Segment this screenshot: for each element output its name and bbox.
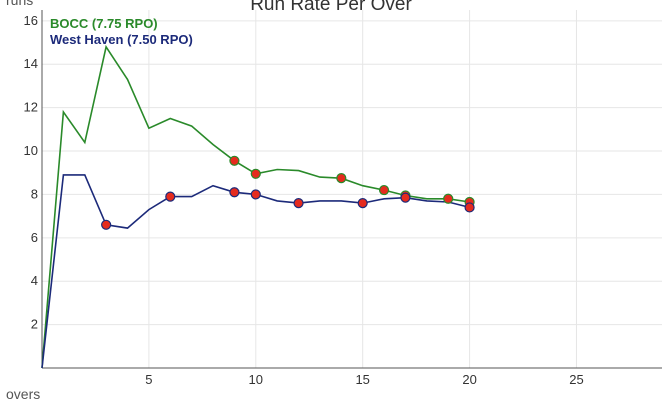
x-tick-label: 20: [462, 372, 476, 387]
series-marker-1: [357, 198, 368, 209]
series-marker-1: [400, 192, 411, 203]
y-tick-label: 8: [31, 186, 38, 201]
series-marker-1: [101, 219, 112, 230]
series-marker-1: [464, 202, 475, 213]
series-marker-1: [250, 189, 261, 200]
legend: BOCC (7.75 RPO) West Haven (7.50 RPO): [50, 16, 193, 48]
series-marker-1: [165, 191, 176, 202]
y-tick-label: 4: [31, 273, 38, 288]
y-tick-label: 6: [31, 230, 38, 245]
legend-entry-west-haven: West Haven (7.50 RPO): [50, 32, 193, 47]
x-tick-label: 25: [569, 372, 583, 387]
y-tick-label: 2: [31, 317, 38, 332]
series-marker-1: [229, 187, 240, 198]
y-tick-label: 14: [24, 56, 38, 71]
series-marker-0: [250, 168, 261, 179]
series-marker-0: [443, 193, 454, 204]
x-tick-label: 15: [355, 372, 369, 387]
series-marker-0: [229, 155, 240, 166]
y-tick-label: 10: [24, 143, 38, 158]
x-axis-label: overs: [6, 386, 41, 402]
legend-entry-bocc: BOCC (7.75 RPO): [50, 16, 158, 31]
series-marker-1: [293, 198, 304, 209]
y-tick-label: 12: [24, 100, 38, 115]
y-axis-label: runs: [6, 0, 34, 8]
chart-title: Run Rate Per Over: [250, 0, 412, 15]
y-tick-label: 16: [24, 13, 38, 28]
series-marker-0: [378, 184, 390, 196]
x-tick-label: 5: [145, 372, 152, 387]
series-marker-0: [336, 173, 347, 184]
x-tick-label: 10: [249, 372, 263, 387]
